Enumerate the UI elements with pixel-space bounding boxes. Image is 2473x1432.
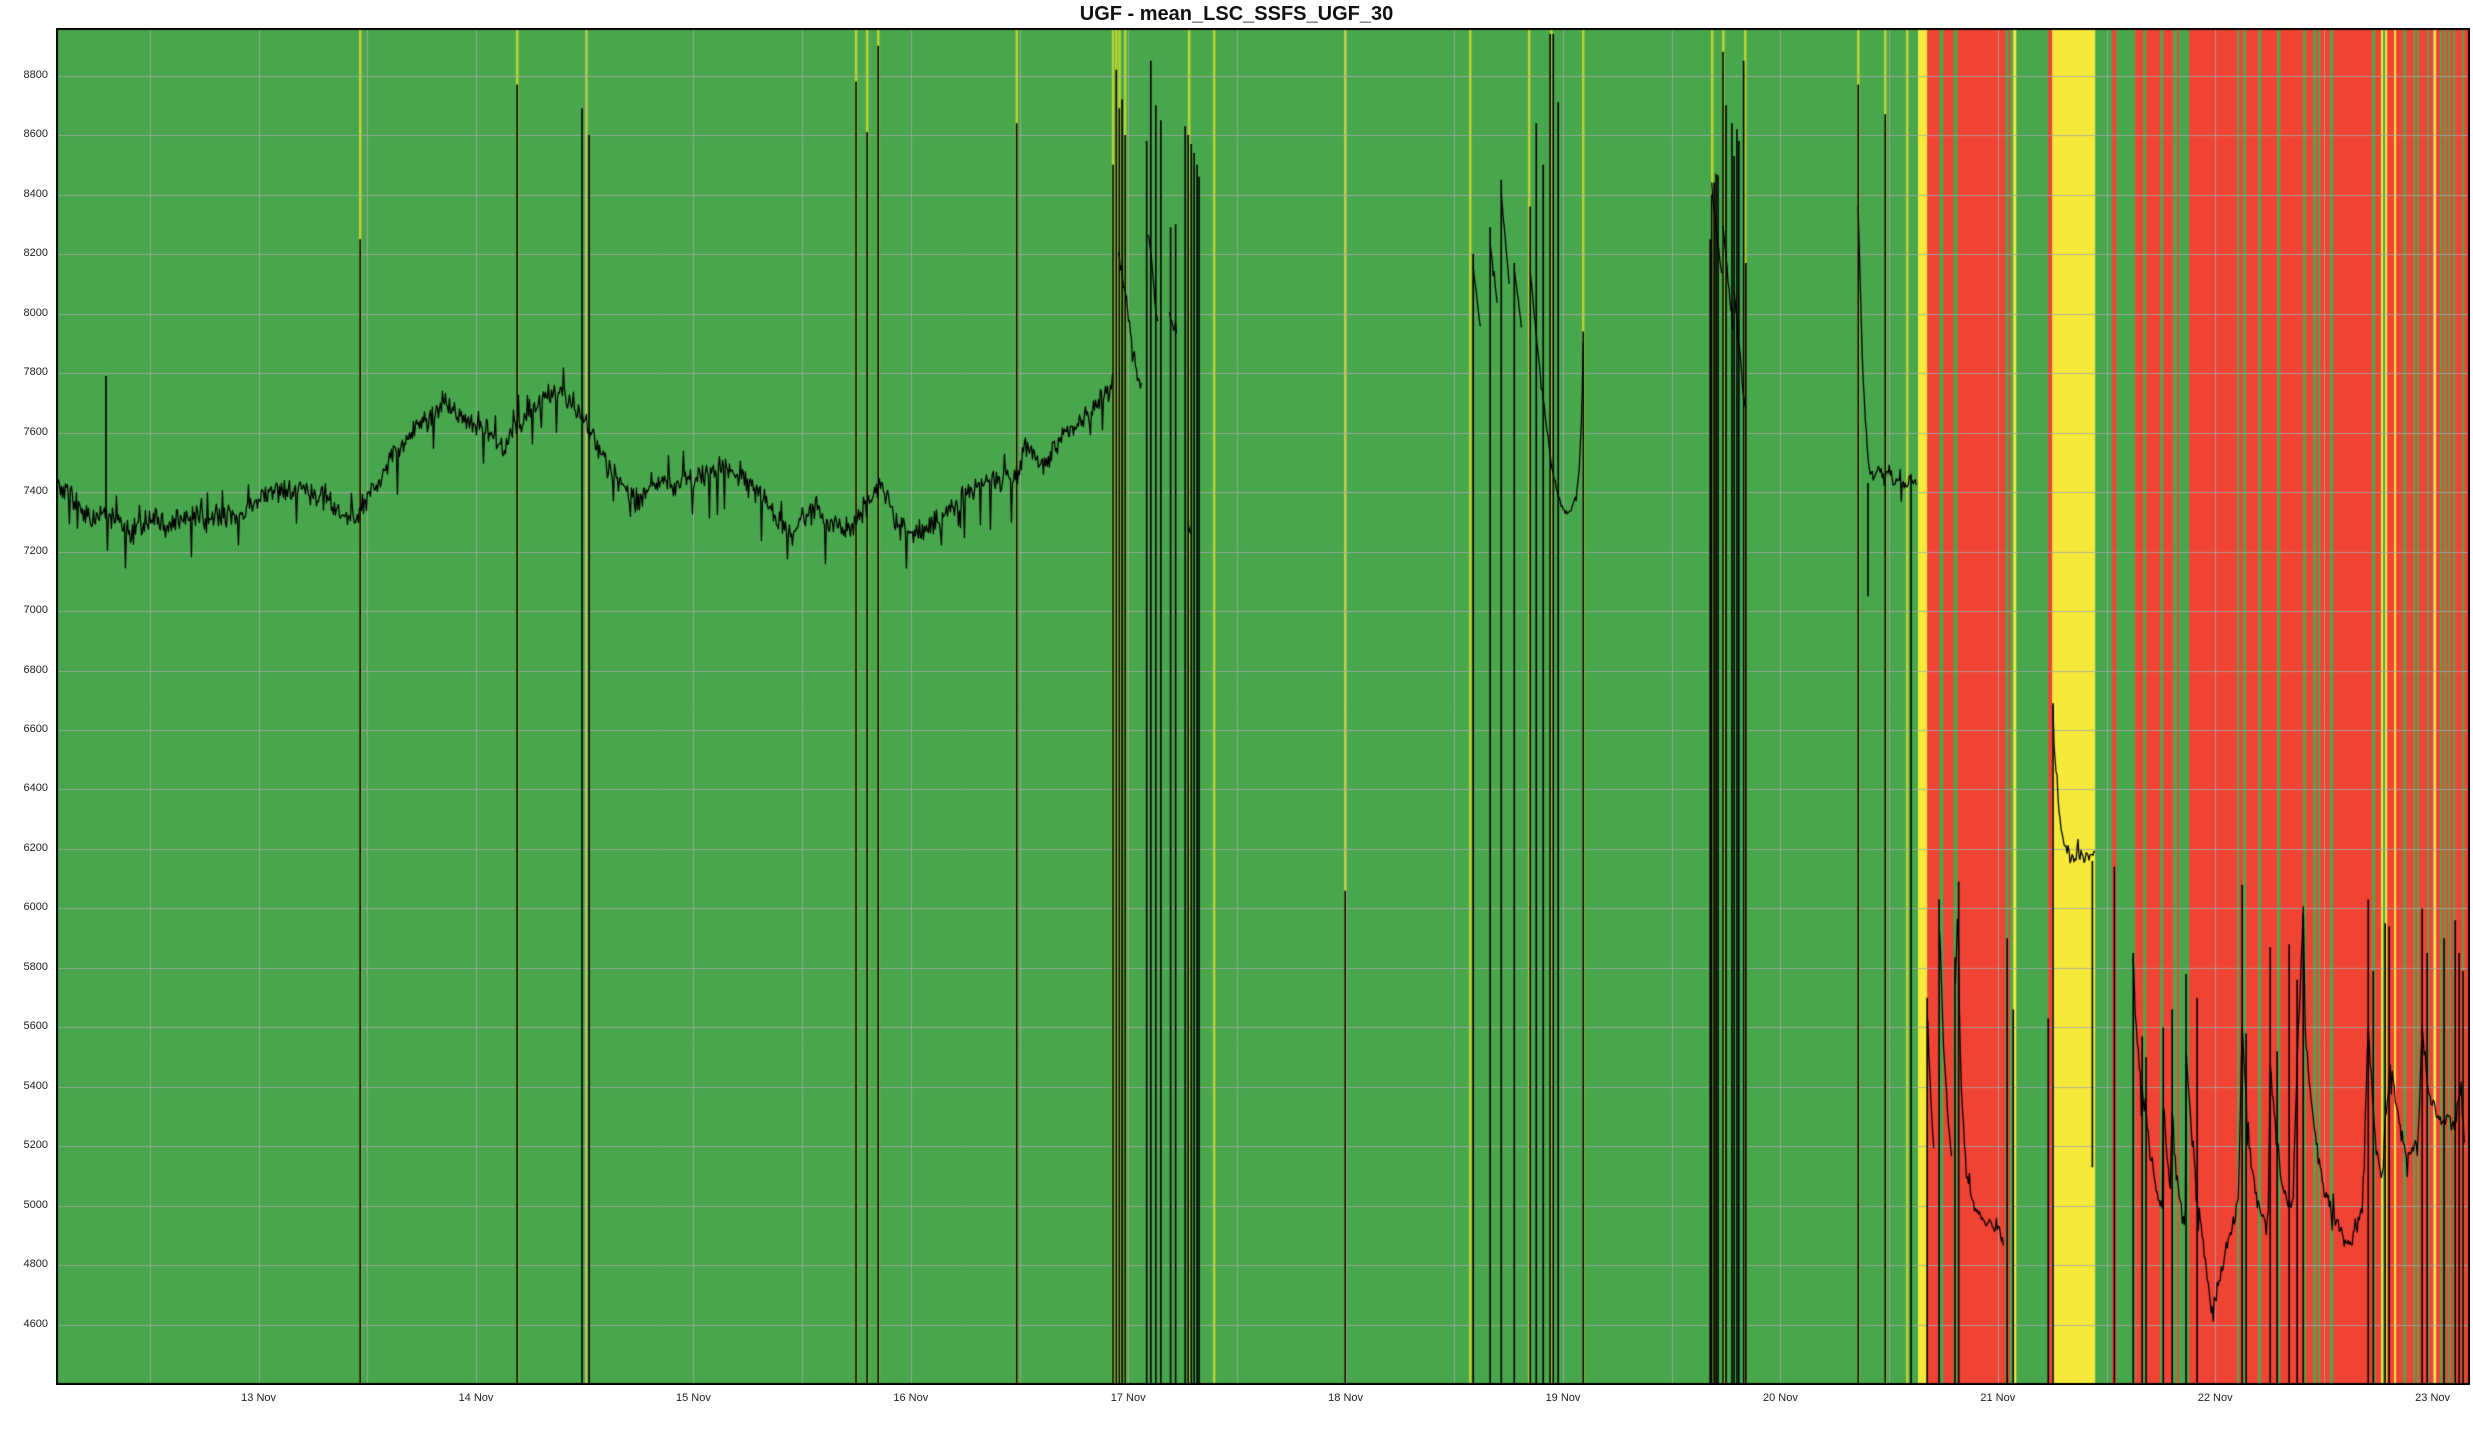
y-tick-label: 4800 [23,1258,48,1271]
y-tick-label: 7200 [23,544,48,557]
x-tick-label: 18 Nov [1328,1392,1364,1404]
y-tick-label: 7400 [23,485,48,498]
y-tick-label: 8400 [23,187,48,200]
x-tick-label: 13 Nov [241,1392,277,1404]
y-tick-label: 6000 [23,901,48,914]
plot-area [56,28,2470,1385]
x-tick-label: 16 Nov [893,1392,929,1404]
x-tick-label: 17 Nov [1110,1392,1146,1404]
y-tick-label: 7600 [23,425,48,438]
y-tick-label: 8800 [23,68,48,81]
y-tick-label: 7000 [23,604,48,617]
y-tick-label: 8600 [23,128,48,141]
y-tick-label: 6400 [23,782,48,795]
x-tick-label: 20 Nov [1762,1392,1798,1404]
chart-title: UGF - mean_LSC_SSFS_UGF_30 [1079,3,1394,25]
y-tick-label: 4600 [23,1317,48,1330]
y-tick-label: 5000 [23,1198,48,1211]
x-tick-label: 19 Nov [1545,1392,1581,1404]
x-tick-label: 15 Nov [675,1392,711,1404]
x-tick-label: 21 Nov [1980,1392,2016,1404]
plot-canvas [56,28,2470,1385]
x-tick-label: 22 Nov [2197,1392,2233,1404]
y-tick-label: 6200 [23,841,48,854]
y-tick-label: 8000 [23,306,48,319]
x-tick-label: 23 Nov [2415,1392,2451,1404]
y-tick-label: 5200 [23,1139,48,1152]
y-tick-label: 7800 [23,366,48,379]
y-tick-label: 8200 [23,247,48,260]
y-tick-label: 6800 [23,663,48,676]
y-tick-label: 5800 [23,960,48,973]
y-tick-label: 6600 [23,722,48,735]
x-tick-label: 14 Nov [458,1392,494,1404]
y-tick-label: 5400 [23,1079,48,1092]
y-tick-label: 5600 [23,1020,48,1033]
